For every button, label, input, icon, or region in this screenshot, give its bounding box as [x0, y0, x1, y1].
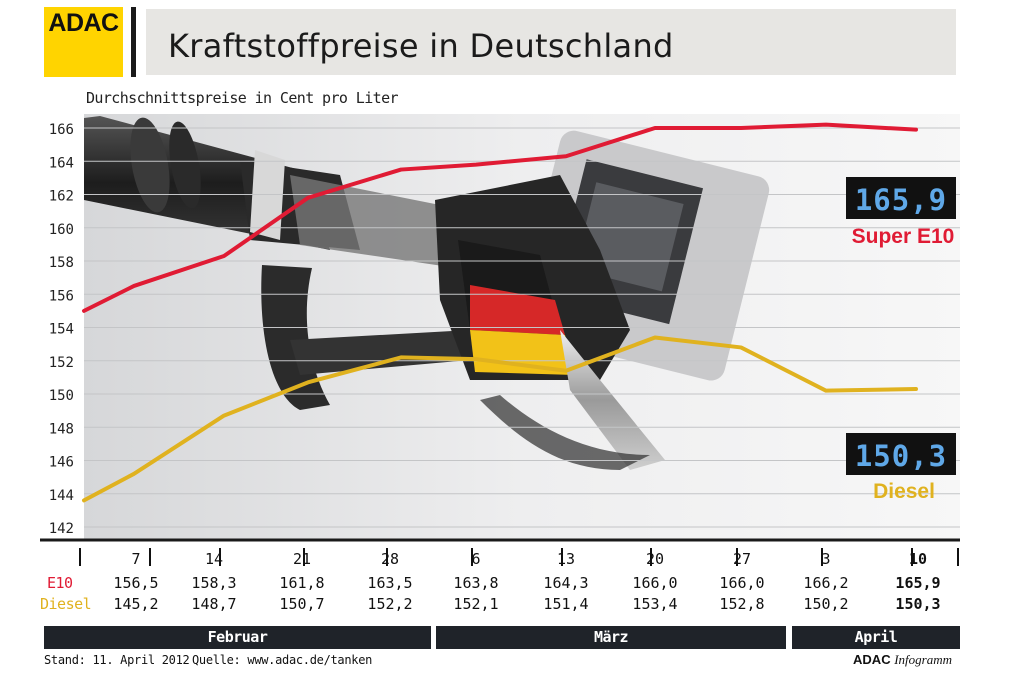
gridlines: [84, 127, 960, 528]
x-tick-label: 14: [205, 550, 223, 568]
y-tick-label: 146: [49, 455, 74, 471]
data-label-e10: 158,3: [191, 574, 236, 592]
x-tick-label: 7: [131, 550, 140, 568]
x-tick-label: 10: [909, 550, 927, 568]
row-label-e10: E10: [47, 574, 73, 592]
footer-brand-name: ADAC: [853, 652, 891, 667]
legend-diesel: Diesel: [873, 480, 935, 503]
diesel-display-value: 150,3: [855, 439, 947, 473]
y-tick-label: 154: [49, 322, 74, 338]
data-label-diesel: 152,2: [367, 595, 412, 613]
footer-source: Quelle: www.adac.de/tanken: [192, 653, 373, 667]
x-tick-label: 20: [646, 550, 664, 568]
y-tick-label: 158: [49, 255, 74, 271]
data-label-diesel: 145,2: [113, 595, 158, 613]
data-label-diesel: 150,3: [895, 595, 940, 613]
adac-logo: ADAC: [44, 7, 123, 77]
x-tick-label: 27: [733, 550, 751, 568]
y-axis: 166 164 162 160 158 156 154 152 150 148 146 144 142: [49, 122, 74, 537]
y-tick-label: 144: [49, 488, 74, 504]
data-label-e10: 164,3: [543, 574, 588, 592]
data-label-diesel: 150,2: [803, 595, 848, 613]
x-tick-label: 3: [821, 550, 830, 568]
y-tick-label: 152: [49, 355, 74, 371]
x-tick-label: 6: [471, 550, 480, 568]
x-tick-label: 21: [293, 550, 311, 568]
data-label-e10: 161,8: [279, 574, 324, 592]
data-label-diesel: 153,4: [632, 595, 677, 613]
data-series: [82, 122, 918, 503]
y-tick-label: 160: [49, 222, 74, 238]
data-label-e10: 163,8: [453, 574, 498, 592]
data-label-e10: 163,5: [367, 574, 412, 592]
y-tick-label: 166: [49, 122, 74, 138]
legend-super-e10: Super E10: [852, 225, 955, 248]
data-label-e10: 166,0: [719, 574, 764, 592]
y-tick-label: 156: [49, 288, 74, 304]
data-label-e10: 156,5: [113, 574, 158, 592]
data-label-diesel: 152,1: [453, 595, 498, 613]
title-box: Kraftstoffpreise in Deutschland: [146, 9, 956, 75]
month-band-maerz: März: [436, 626, 786, 649]
x-tick-label: 13: [557, 550, 575, 568]
value-table: 7 14 21 28 6 13 20 27 3 10 156,5 158,3 161,8 163,5 163…: [113, 550, 940, 613]
y-tick-label: 164: [49, 155, 74, 171]
data-label-e10: 166,0: [632, 574, 677, 592]
data-label-e10: 165,9: [895, 574, 940, 592]
data-label-diesel: 150,7: [279, 595, 324, 613]
y-tick-label: 150: [49, 388, 74, 404]
footer-brand-suffix: Infogramm: [894, 652, 952, 667]
chart-subtitle: Durchschnittspreise in Cent pro Liter: [86, 89, 399, 107]
data-label-diesel: 151,4: [543, 595, 588, 613]
page-title: Kraftstoffpreise in Deutschland: [168, 27, 674, 65]
e10-price-display: 165,9: [846, 177, 956, 219]
month-band-februar: Februar: [44, 626, 431, 649]
x-tick-label: 28: [381, 550, 399, 568]
adac-logo-text: ADAC: [48, 9, 119, 37]
data-label-diesel: 152,8: [719, 595, 764, 613]
row-label-diesel: Diesel: [40, 595, 92, 613]
month-band-april: April: [792, 626, 960, 649]
diesel-price-display: 150,3: [846, 433, 956, 475]
y-tick-label: 162: [49, 189, 74, 205]
y-tick-label: 142: [49, 521, 74, 537]
data-label-diesel: 148,7: [191, 595, 236, 613]
y-tick-label: 148: [49, 421, 74, 437]
e10-display-value: 165,9: [855, 183, 947, 217]
footer-stand: Stand: 11. April 2012: [44, 653, 190, 667]
footer-brand: ADAC Infogramm: [853, 652, 952, 668]
data-label-e10: 166,2: [803, 574, 848, 592]
header-divider: [131, 7, 136, 77]
x-axis: [79, 548, 959, 566]
